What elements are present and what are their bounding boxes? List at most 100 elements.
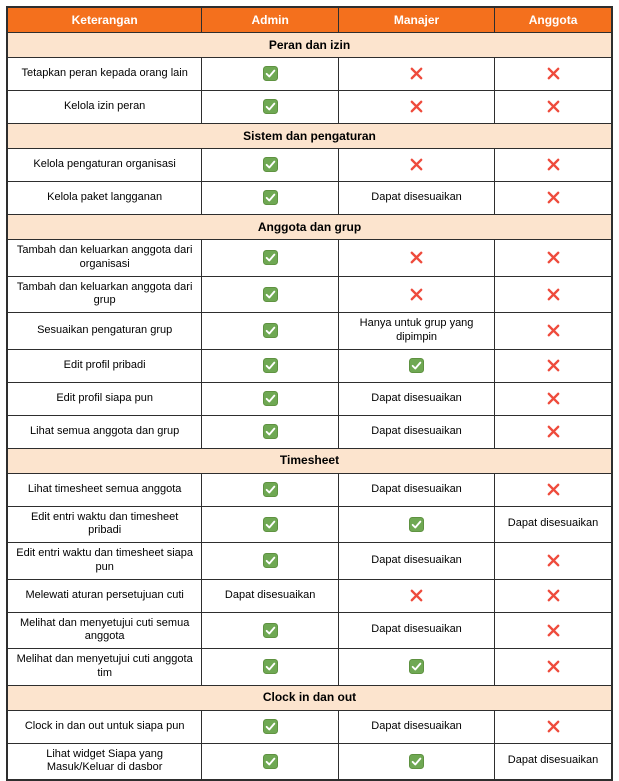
permission-label: Clock in dan out untuk siapa pun <box>6 709 203 744</box>
permission-label: Edit profil siapa pun <box>6 381 203 416</box>
permission-label: Melihat dan menyetujui cuti anggota tim <box>6 648 203 686</box>
permission-label: Lihat timesheet semua anggota <box>6 472 203 507</box>
checkmark-icon <box>262 553 278 569</box>
permission-cell-anggota <box>494 239 613 277</box>
permission-cell-admin <box>201 648 340 686</box>
cross-icon <box>409 287 424 302</box>
permission-cell-anggota <box>494 709 613 744</box>
permission-cell-admin <box>201 148 340 182</box>
permission-label: Edit entri waktu dan timesheet pribadi <box>6 505 203 543</box>
permission-cell-anggota <box>494 148 613 182</box>
cross-icon <box>546 190 561 205</box>
permission-cell-anggota <box>494 381 613 416</box>
table-row: Kelola izin peran <box>6 90 613 124</box>
permission-label: Lihat semua anggota dan grup <box>6 414 203 449</box>
table-row: Tambah dan keluarkan anggota dari grup <box>6 275 613 313</box>
permission-cell-manajer <box>338 648 496 686</box>
table-row: Melewati aturan persetujuan cuti Dapat di… <box>6 578 613 613</box>
column-header-manajer: Manajer <box>338 6 496 33</box>
permission-cell-manajer: Dapat disesuaikan <box>338 181 496 215</box>
permission-cell-anggota <box>494 611 613 649</box>
cross-icon <box>409 157 424 172</box>
table-row: Lihat widget Siapa yang Masuk/Keluar di … <box>6 742 613 781</box>
permission-cell-anggota <box>494 348 613 383</box>
permission-cell-admin <box>201 181 340 215</box>
cross-icon <box>546 623 561 638</box>
checkmark-icon <box>262 323 278 339</box>
cross-icon <box>546 588 561 603</box>
permission-cell-manajer <box>338 505 496 543</box>
permission-cell-admin <box>201 90 340 124</box>
checkmark-icon <box>409 516 425 532</box>
permission-label: Tambah dan keluarkan anggota dari grup <box>6 275 203 313</box>
permission-cell-admin <box>201 381 340 416</box>
table-row: Edit profil siapa pun Dapat disesuaikan <box>6 381 613 416</box>
permission-label: Tambah dan keluarkan anggota dari organi… <box>6 239 203 277</box>
permission-cell-manajer <box>338 578 496 613</box>
checkmark-icon <box>409 753 425 769</box>
checkmark-icon <box>262 357 278 373</box>
column-header-anggota: Anggota <box>494 6 613 33</box>
table-row: Lihat timesheet semua anggota Dapat dises… <box>6 472 613 507</box>
table-row: Edit profil pribadi <box>6 348 613 383</box>
permission-cell-admin <box>201 312 340 350</box>
table-body: Peran dan izin Tetapkan peran kepada oran… <box>6 32 613 781</box>
section-header-row: Anggota dan grup <box>6 214 613 240</box>
permission-cell-admin: Dapat disesuaikan <box>201 578 340 613</box>
permission-cell-admin <box>201 275 340 313</box>
table-row: Edit entri waktu dan timesheet pribadi Da… <box>6 505 613 543</box>
permission-cell-anggota <box>494 57 613 91</box>
table-row: Melihat dan menyetujui cuti semua anggot… <box>6 611 613 649</box>
permission-label: Kelola pengaturan organisasi <box>6 148 203 182</box>
checkmark-icon <box>262 190 278 206</box>
permission-label: Lihat widget Siapa yang Masuk/Keluar di … <box>6 742 203 781</box>
checkmark-icon <box>409 357 425 373</box>
permission-label: Kelola izin peran <box>6 90 203 124</box>
permission-label: Edit profil pribadi <box>6 348 203 383</box>
permission-cell-manajer <box>338 348 496 383</box>
permission-cell-anggota: Dapat disesuaikan <box>494 742 613 781</box>
permission-cell-anggota <box>494 414 613 449</box>
permission-cell-manajer <box>338 275 496 313</box>
section-header-row: Sistem dan pengaturan <box>6 123 613 149</box>
checkmark-icon <box>262 516 278 532</box>
permission-cell-anggota <box>494 472 613 507</box>
permission-cell-anggota <box>494 312 613 350</box>
permission-cell-anggota <box>494 578 613 613</box>
permission-cell-admin <box>201 709 340 744</box>
cross-icon <box>409 588 424 603</box>
permission-cell-admin <box>201 611 340 649</box>
table-row: Tambah dan keluarkan anggota dari organi… <box>6 239 613 277</box>
permission-cell-anggota <box>494 90 613 124</box>
checkmark-icon <box>262 250 278 266</box>
checkmark-icon <box>262 286 278 302</box>
cross-icon <box>546 287 561 302</box>
table-row: Edit entri waktu dan timesheet siapa pun… <box>6 542 613 580</box>
cross-icon <box>546 482 561 497</box>
permission-cell-manajer <box>338 239 496 277</box>
section-title: Sistem dan pengaturan <box>6 123 613 149</box>
section-header-row: Clock in dan out <box>6 684 613 711</box>
header-row: Keterangan Admin Manajer Anggota <box>6 6 613 33</box>
permission-cell-anggota <box>494 542 613 580</box>
column-header-admin: Admin <box>201 6 340 33</box>
permission-cell-manajer <box>338 57 496 91</box>
permission-cell-admin <box>201 348 340 383</box>
column-header-keterangan: Keterangan <box>6 6 203 33</box>
cross-icon <box>546 157 561 172</box>
table-row: Kelola pengaturan organisasi <box>6 148 613 182</box>
permission-cell-manajer: Dapat disesuaikan <box>338 542 496 580</box>
section-header-row: Timesheet <box>6 447 613 474</box>
checkmark-icon <box>262 753 278 769</box>
permission-cell-anggota <box>494 275 613 313</box>
cross-icon <box>409 250 424 265</box>
table-row: Clock in dan out untuk siapa pun Dapat di… <box>6 709 613 744</box>
permission-cell-admin <box>201 742 340 781</box>
section-header-row: Peran dan izin <box>6 32 613 58</box>
permission-cell-admin <box>201 472 340 507</box>
section-title: Anggota dan grup <box>6 214 613 240</box>
permission-cell-manajer: Dapat disesuaikan <box>338 414 496 449</box>
permission-cell-anggota <box>494 181 613 215</box>
cross-icon <box>546 99 561 114</box>
